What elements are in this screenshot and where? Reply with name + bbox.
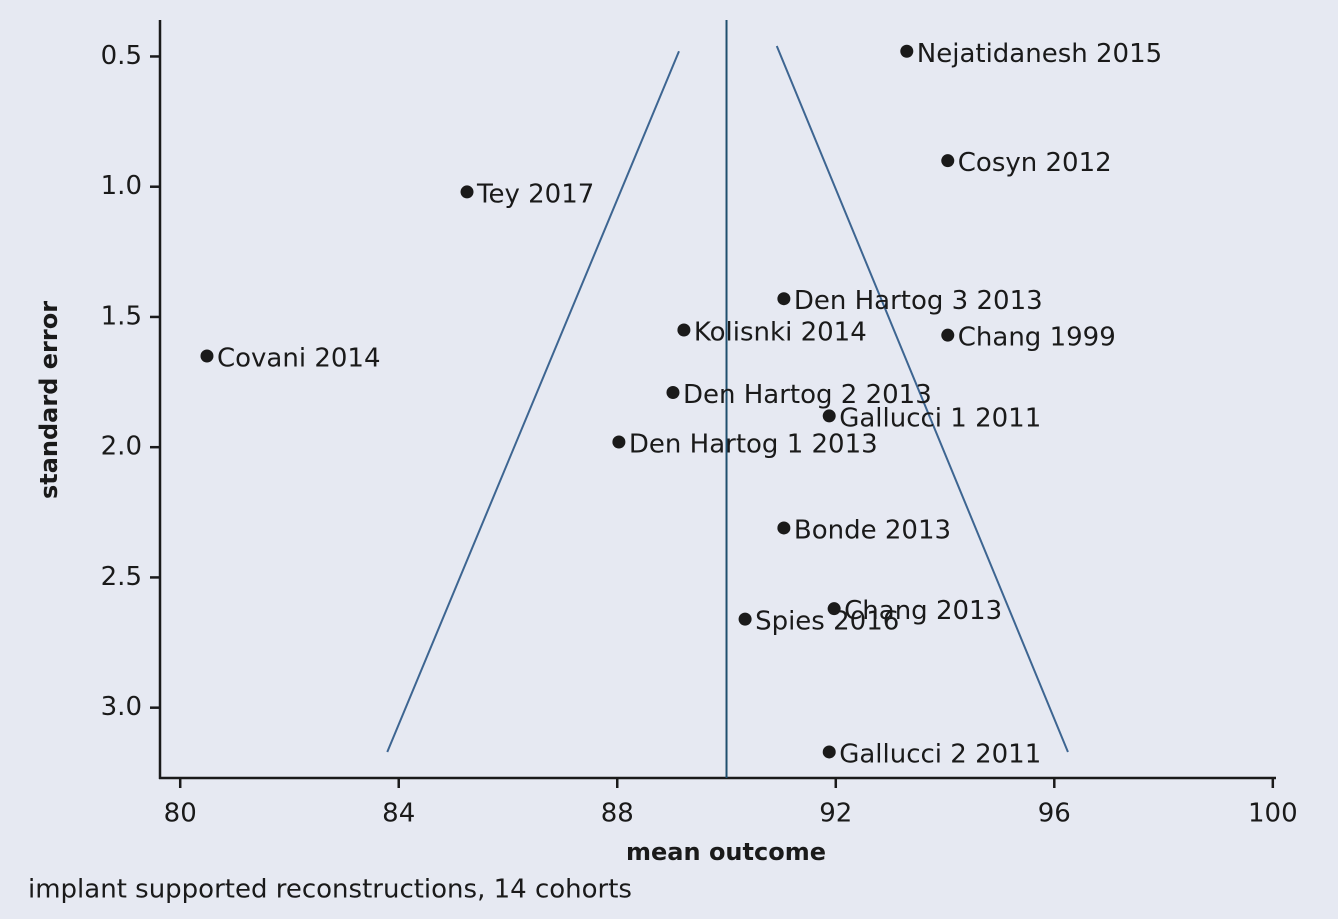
y-tick-label: 1.0: [101, 171, 142, 201]
y-tick-label: 1.5: [101, 301, 142, 331]
point-label: Tey 2017: [476, 179, 594, 209]
y-tick-label: 2.5: [101, 562, 142, 592]
point-label: Den Hartog 3 2013: [794, 286, 1043, 316]
point: [822, 409, 836, 423]
x-tick-label: 100: [1248, 799, 1298, 829]
x-tick-label: 88: [601, 799, 634, 829]
y-tick-label: 2.0: [101, 432, 142, 462]
point: [777, 292, 791, 306]
point: [677, 323, 691, 337]
point-label: Gallucci 1 2011: [839, 403, 1041, 433]
x-tick-label: 80: [164, 799, 197, 829]
point-label: Kolisnki 2014: [694, 317, 867, 347]
point-label: Covani 2014: [217, 344, 381, 374]
funnel-line: [386, 50, 680, 753]
point-label: Den Hartog 1 2013: [629, 429, 878, 459]
point-label: Gallucci 2 2011: [839, 739, 1041, 769]
point-label: Chang 1999: [958, 323, 1116, 353]
x-tick-label: 92: [819, 799, 852, 829]
point-label: Spies 2016: [755, 607, 899, 637]
point: [777, 521, 791, 535]
x-tick-label: 84: [382, 799, 415, 829]
caption: implant supported reconstructions, 14 co…: [28, 875, 632, 905]
y-tick-label: 0.5: [101, 41, 142, 71]
point: [827, 602, 841, 616]
x-axis-title: mean outcome: [626, 838, 826, 866]
funnel-line: [775, 45, 1069, 753]
point: [941, 154, 955, 168]
y-tick-label: 3.0: [101, 692, 142, 722]
y-axis-title: standard error: [35, 301, 63, 499]
point: [900, 44, 914, 58]
point: [612, 435, 626, 449]
point: [738, 612, 752, 626]
point: [941, 328, 955, 342]
point: [822, 745, 836, 759]
point-label: Den Hartog 2 2013: [683, 380, 932, 410]
point: [200, 349, 214, 363]
point-label: Cosyn 2012: [958, 148, 1112, 178]
point: [666, 385, 680, 399]
point: [460, 185, 474, 199]
point-label: Nejatidanesh 2015: [917, 39, 1162, 69]
x-tick-label: 96: [1038, 799, 1071, 829]
point-label: Bonde 2013: [794, 515, 951, 545]
point-label: Chang 2013: [844, 596, 1002, 626]
